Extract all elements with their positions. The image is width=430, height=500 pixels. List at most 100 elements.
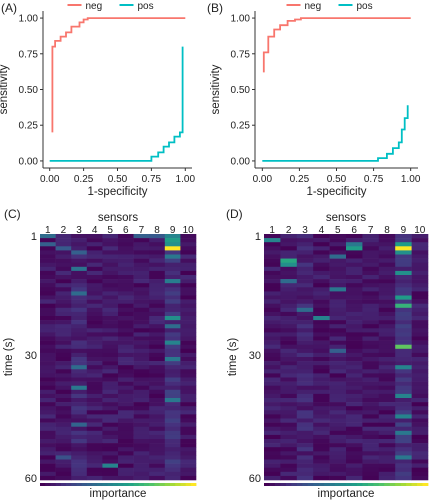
- heatmap-cell: [264, 348, 281, 354]
- panel-label: (B): [207, 1, 223, 15]
- heatmap-cell: [180, 471, 197, 477]
- heatmap-cell: [362, 238, 380, 243]
- heatmap-cell: [346, 254, 363, 259]
- heatmap-cell: [329, 365, 347, 370]
- heatmap-cell: [296, 426, 314, 432]
- heatmap-cell: [313, 307, 330, 313]
- heatmap-cell: [329, 250, 347, 255]
- heatmap-cell: [149, 316, 166, 321]
- heatmap-cell: [133, 328, 150, 333]
- heatmap-cell: [149, 422, 166, 427]
- heatmap-cell: [296, 385, 314, 391]
- heatmap-cell: [280, 369, 298, 374]
- x-tick-label: 3: [76, 225, 82, 236]
- x-tick-label: 2: [286, 225, 292, 236]
- heatmap-cell: [71, 369, 88, 374]
- heatmap-cell: [329, 369, 347, 374]
- heatmap-cell: [40, 361, 56, 366]
- y-axis-title: sensitivity: [0, 64, 10, 114]
- heatmap-cell: [411, 439, 429, 444]
- heatmap-cell: [346, 262, 363, 268]
- y-tick-label: 1.00: [19, 14, 39, 25]
- heatmap-cell: [40, 385, 56, 391]
- heatmap-cell: [411, 270, 429, 276]
- heatmap-cell: [313, 348, 330, 354]
- heatmap-cell: [133, 443, 150, 448]
- heatmap-cell: [55, 340, 72, 345]
- y-tick-label: 0.00: [231, 156, 251, 167]
- heatmap-cell: [164, 389, 181, 395]
- heatmap-cell: [313, 357, 330, 362]
- heatmap-cell: [313, 275, 330, 280]
- heatmap-cell: [264, 307, 281, 313]
- heatmap-cell: [362, 275, 380, 280]
- heatmap-cell: [378, 426, 396, 432]
- heatmap-cell: [296, 459, 314, 464]
- heatmap-cell: [346, 344, 363, 350]
- heatmap-cell: [346, 295, 363, 300]
- heatmap-cell: [40, 311, 56, 317]
- heatmap-cell: [362, 250, 380, 255]
- heatmap-cell: [164, 393, 181, 399]
- heatmap-cell: [378, 455, 396, 460]
- heatmap-cell: [149, 287, 166, 292]
- heatmap-cell: [378, 291, 396, 296]
- heatmap-cell: [378, 385, 396, 391]
- heatmap-cell: [329, 275, 347, 280]
- heatmap-cell: [395, 238, 412, 243]
- heatmap-cell: [346, 316, 363, 321]
- heatmap-cell: [71, 275, 88, 280]
- colorbar-segment: [274, 483, 281, 486]
- heatmap-cell: [264, 340, 281, 345]
- heatmap-cell: [313, 430, 330, 436]
- x-axis-title: 1-specificity: [87, 186, 147, 198]
- heatmap-cell: [329, 299, 347, 304]
- heatmap-cell: [55, 365, 72, 370]
- heatmap-cell: [40, 447, 56, 452]
- y-axis-title: time (s): [227, 338, 239, 377]
- heatmap-cell: [329, 287, 347, 292]
- heatmap-cell: [71, 266, 88, 272]
- heatmap-cell: [118, 352, 134, 358]
- x-tick-label: 10: [414, 225, 426, 236]
- heatmap-cell: [296, 406, 314, 411]
- heatmap-cell: [280, 377, 298, 382]
- heatmap-cell: [378, 430, 396, 436]
- colorbar-segment: [107, 483, 114, 486]
- heatmap-cell: [411, 299, 429, 304]
- heatmap-cell: [362, 447, 380, 452]
- heatmap-cell: [395, 262, 412, 268]
- heatmap-cell: [313, 426, 330, 432]
- heatmap-cell: [362, 295, 380, 300]
- heatmap-cell: [55, 471, 72, 477]
- heatmap-cell: [133, 381, 150, 386]
- heatmap-cell: [411, 328, 429, 333]
- heatmap-cell: [164, 467, 181, 473]
- heatmap-cell: [149, 426, 166, 432]
- heatmap-cell: [346, 303, 363, 309]
- heatmap-cell: [329, 451, 347, 456]
- heatmap-cell: [71, 348, 88, 354]
- heatmap-cell: [378, 348, 396, 354]
- heatmap-cell: [55, 459, 72, 464]
- heatmap-cell: [395, 373, 412, 378]
- heatmap-cell: [71, 324, 88, 329]
- heatmap-cell: [118, 336, 134, 341]
- heatmap-cell: [86, 262, 103, 268]
- heatmap-cell: [329, 328, 347, 333]
- heatmap-cell: [378, 340, 396, 345]
- heatmap-cell: [378, 414, 396, 419]
- heatmap-cell: [395, 336, 412, 341]
- heatmap-cell: [329, 471, 347, 477]
- colorbar-segment: [45, 483, 51, 486]
- heatmap-cell: [40, 250, 56, 255]
- colorbar-segment: [264, 483, 270, 486]
- heatmap-cell: [149, 275, 166, 280]
- heatmap-cell: [133, 307, 150, 313]
- heatmap-cell: [280, 307, 298, 313]
- colorbar-label: importance: [90, 488, 147, 500]
- heatmap-cell: [149, 430, 166, 436]
- heatmap-cell: [118, 266, 134, 272]
- heatmap-cell: [118, 340, 134, 345]
- heatmap-cell: [102, 287, 119, 292]
